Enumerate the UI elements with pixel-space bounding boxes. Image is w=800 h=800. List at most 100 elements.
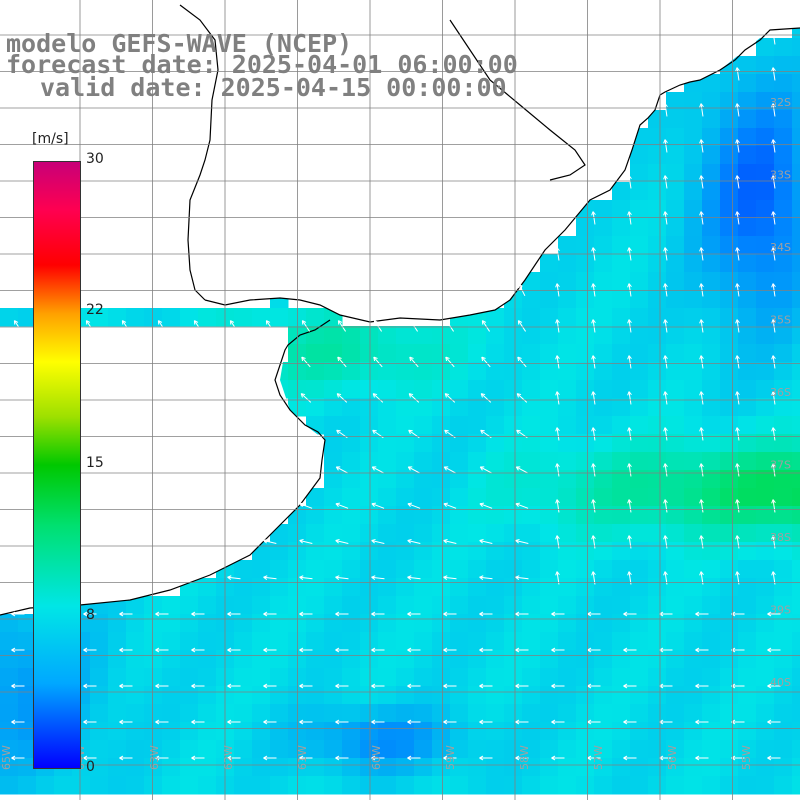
wind-cell <box>144 308 163 327</box>
wind-cell <box>648 722 667 741</box>
wind-cell <box>270 740 289 759</box>
wind-cell <box>576 434 595 453</box>
wind-cell <box>774 434 793 453</box>
wind-cell <box>360 740 379 759</box>
wind-cell <box>396 398 415 417</box>
wind-cell <box>270 632 289 651</box>
wind-arrow <box>627 355 632 369</box>
wind-arrow <box>591 355 596 369</box>
wind-cell <box>450 416 469 435</box>
wind-cell <box>576 758 595 777</box>
wind-cell <box>162 776 181 795</box>
wind-cell <box>630 488 649 507</box>
wind-cell <box>198 704 217 723</box>
wind-cell <box>756 344 775 363</box>
wind-cell <box>18 650 37 669</box>
wind-cell <box>738 560 757 579</box>
wind-cell <box>774 452 793 471</box>
wind-cell <box>648 506 667 525</box>
wind-cell <box>396 416 415 435</box>
wind-cell <box>468 578 487 597</box>
wind-cell <box>612 506 631 525</box>
latitude-label: 35S <box>770 314 791 327</box>
wind-cell <box>612 326 631 345</box>
wind-cell <box>432 398 451 417</box>
wind-cell <box>612 524 631 543</box>
wind-cell <box>756 506 775 525</box>
wind-cell <box>486 650 505 669</box>
colorbar-unit: [m/s] <box>32 131 69 147</box>
title-model: modelo GEFS-WAVE (NCEP) <box>6 29 353 58</box>
wind-cell <box>594 722 613 741</box>
wind-cell <box>540 434 559 453</box>
longitude-label: 57W <box>592 745 605 770</box>
wind-cell <box>594 758 613 777</box>
colorbar-tick-0: 0 <box>86 759 95 775</box>
wind-cell <box>306 344 325 363</box>
wind-arrow <box>263 575 277 580</box>
wind-arrow <box>771 175 776 189</box>
wind-arrow <box>11 647 25 653</box>
wind-cell <box>738 434 757 453</box>
wind-cell <box>180 650 199 669</box>
wind-cell <box>702 92 721 111</box>
wind-cell <box>270 560 289 579</box>
wind-cell <box>720 596 739 615</box>
wind-cell <box>648 686 667 705</box>
wind-cell <box>396 722 415 741</box>
wind-cell <box>648 524 667 543</box>
wind-cell <box>396 506 415 525</box>
wind-cell <box>648 470 667 489</box>
wind-cell <box>756 326 775 345</box>
wind-cell <box>684 398 703 417</box>
wind-cell <box>594 614 613 633</box>
wind-cell <box>126 686 145 705</box>
wind-cell <box>162 308 181 327</box>
wind-cell <box>774 308 793 327</box>
wind-arrow <box>623 719 637 725</box>
wind-arrow <box>771 211 776 225</box>
wind-cell <box>756 452 775 471</box>
wind-arrow <box>735 175 740 189</box>
wind-cell <box>738 254 757 273</box>
wind-cell <box>396 650 415 669</box>
wind-cell <box>540 560 559 579</box>
wind-cell <box>540 596 559 615</box>
wind-cell <box>630 218 649 237</box>
wind-cell <box>558 542 577 561</box>
wind-cell <box>720 470 739 489</box>
wind-cell <box>684 776 703 795</box>
wind-cell <box>180 668 199 687</box>
wind-cell <box>594 596 613 615</box>
wind-cell <box>702 74 721 93</box>
wind-cell <box>540 704 559 723</box>
wind-arrow <box>555 283 560 297</box>
wind-cell <box>162 740 181 759</box>
wind-cell <box>504 416 523 435</box>
wind-cell <box>540 506 559 525</box>
wind-cell <box>738 632 757 651</box>
wind-cell <box>252 596 271 615</box>
wind-cell <box>684 110 703 129</box>
wind-cell <box>378 542 397 561</box>
wind-arrow <box>731 683 745 689</box>
wind-cell <box>684 236 703 255</box>
wind-cell <box>684 506 703 525</box>
wind-cell <box>702 416 721 435</box>
wind-cell <box>576 416 595 435</box>
wind-arrow <box>263 755 277 761</box>
wind-arrow <box>193 320 203 332</box>
wind-arrow <box>373 356 383 368</box>
wind-arrow <box>371 538 385 545</box>
wind-cell <box>756 650 775 669</box>
wind-cell <box>522 596 541 615</box>
wind-cell <box>738 218 757 237</box>
wind-cell <box>522 686 541 705</box>
wind-cell <box>792 56 800 75</box>
wind-cell <box>540 632 559 651</box>
wind-cell <box>666 452 685 471</box>
wind-cell <box>558 236 577 255</box>
wind-cell <box>450 632 469 651</box>
wind-cell <box>324 452 343 471</box>
wind-arrow <box>301 320 311 332</box>
